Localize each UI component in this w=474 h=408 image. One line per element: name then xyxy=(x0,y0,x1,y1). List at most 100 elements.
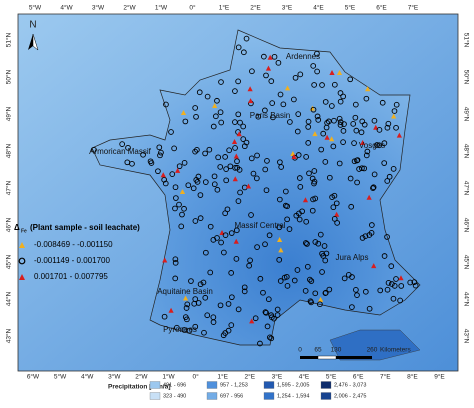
circle-point xyxy=(268,335,275,342)
lon-label: 0° xyxy=(189,4,196,12)
circle-point xyxy=(254,244,260,250)
circle-point xyxy=(271,53,278,60)
circle-point xyxy=(393,124,399,131)
circle-point xyxy=(275,59,282,66)
circle-point xyxy=(385,120,392,127)
lat-label: 45°N xyxy=(5,254,13,269)
lat-label: 43°N xyxy=(5,328,13,343)
circle-point xyxy=(197,281,204,288)
circle-point xyxy=(172,259,179,266)
circle-point xyxy=(204,93,211,100)
circle-point xyxy=(255,113,262,120)
circle-point xyxy=(207,269,214,276)
circle-point xyxy=(362,233,369,240)
north-arrow: N xyxy=(28,20,39,51)
region-label: Ardennes xyxy=(286,52,320,61)
circle-point xyxy=(235,44,242,51)
circle-point xyxy=(322,289,329,296)
circle-point xyxy=(389,281,395,287)
circle-point xyxy=(286,226,293,232)
circle-point xyxy=(247,257,253,264)
circle-point xyxy=(336,115,343,122)
circle-point xyxy=(192,218,199,224)
circle-point xyxy=(248,212,254,218)
circle-point xyxy=(204,312,211,319)
circle-point xyxy=(353,127,360,134)
circle-point xyxy=(351,140,357,146)
circle-point xyxy=(188,278,194,284)
orange-triangle xyxy=(317,296,324,302)
circle-point xyxy=(284,283,291,289)
circle-point xyxy=(280,101,287,108)
circle-point xyxy=(294,128,301,135)
circle-point xyxy=(391,108,398,114)
red-triangle xyxy=(329,70,335,76)
circle-point xyxy=(215,154,221,161)
neighbour-land xyxy=(329,329,421,361)
circle-point xyxy=(276,196,283,203)
circle-point xyxy=(326,174,333,181)
circle-point xyxy=(334,220,340,226)
circle-point xyxy=(295,152,302,158)
orange-triangle xyxy=(182,295,189,301)
circle-point xyxy=(232,145,238,151)
circle-point xyxy=(263,187,270,194)
circle-point xyxy=(337,90,344,96)
circle-point xyxy=(308,278,315,284)
circle-point xyxy=(207,223,214,230)
lat-label: 44°N xyxy=(5,291,13,306)
circle-point xyxy=(171,145,177,152)
orange-triangle xyxy=(180,110,187,116)
circle-point xyxy=(386,173,393,180)
circle-point xyxy=(262,107,268,114)
lat-label: 49°N xyxy=(462,107,470,122)
circle-point xyxy=(257,340,263,347)
circle-point xyxy=(305,118,312,125)
lon-label: 2°E xyxy=(250,4,261,12)
circle-point xyxy=(225,301,232,307)
circle-point xyxy=(218,79,224,85)
circle-point xyxy=(314,50,320,57)
circle-point xyxy=(192,296,199,302)
precip-label: 323 - 490 xyxy=(163,393,186,399)
circle-point xyxy=(161,313,168,320)
lat-label: 47°N xyxy=(5,180,13,195)
circle-point xyxy=(352,101,359,108)
lon-label: 1°E xyxy=(217,373,228,381)
circle-point xyxy=(193,113,199,120)
lat-label: 49°N xyxy=(5,106,13,121)
circle-point xyxy=(172,256,179,263)
circle-point xyxy=(257,275,264,282)
circle-point xyxy=(293,212,300,219)
circle-point xyxy=(270,114,276,121)
red-triangle xyxy=(160,172,166,178)
lon-label: 5°E xyxy=(326,373,337,381)
red-triangle xyxy=(232,176,238,182)
circle-point xyxy=(184,301,191,308)
orange-triangle xyxy=(278,247,284,253)
circle-point xyxy=(235,111,242,118)
circle-point xyxy=(381,253,388,259)
lon-label: 6°E xyxy=(376,4,387,12)
circle-point xyxy=(226,147,232,154)
region-label: Pyrenees xyxy=(163,325,197,334)
lat-label: 48°N xyxy=(5,143,13,158)
circle-point xyxy=(172,275,179,282)
circle-point xyxy=(214,186,221,193)
red-triangle xyxy=(265,65,272,71)
circle-point xyxy=(202,294,209,301)
red-triangle xyxy=(334,211,340,217)
circle-point xyxy=(315,240,322,247)
orange-triangle xyxy=(212,102,218,108)
precip-swatch xyxy=(263,381,275,389)
circle-point xyxy=(294,267,301,273)
lon-label: 9°E xyxy=(434,373,445,381)
region-label: Armorican Massif xyxy=(89,147,152,156)
circle-point xyxy=(202,150,208,157)
circle-point xyxy=(223,177,230,184)
region-label: Jura Alps xyxy=(336,253,369,262)
circle-point xyxy=(352,114,359,121)
circle-point xyxy=(304,241,310,247)
circle-point xyxy=(234,158,240,165)
circle-point xyxy=(184,316,190,323)
